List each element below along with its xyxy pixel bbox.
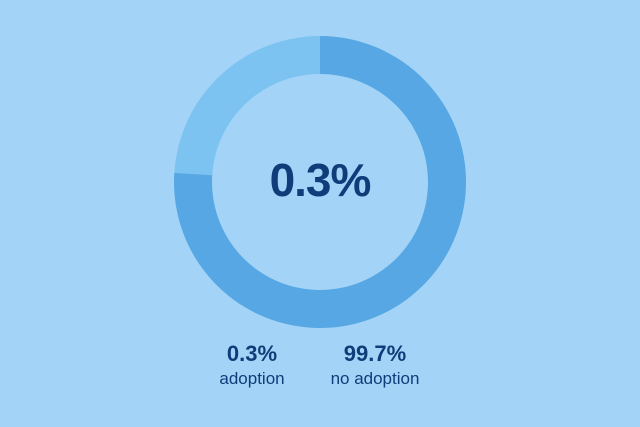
donut-center-label: 0.3% (269, 154, 372, 206)
legend-value-no-adoption: 99.7% (343, 341, 407, 366)
donut-slice-adoption (174, 36, 320, 176)
legend-item-adoption: 0.3% adoption (190, 340, 314, 390)
legend-value-adoption: 0.3% (226, 341, 278, 366)
legend-label-adoption: adoption (219, 369, 285, 388)
legend-label-no-adoption: no adoption (330, 369, 420, 388)
legend-item-no-adoption: 99.7% no adoption (310, 340, 440, 390)
donut-slices (174, 36, 466, 328)
